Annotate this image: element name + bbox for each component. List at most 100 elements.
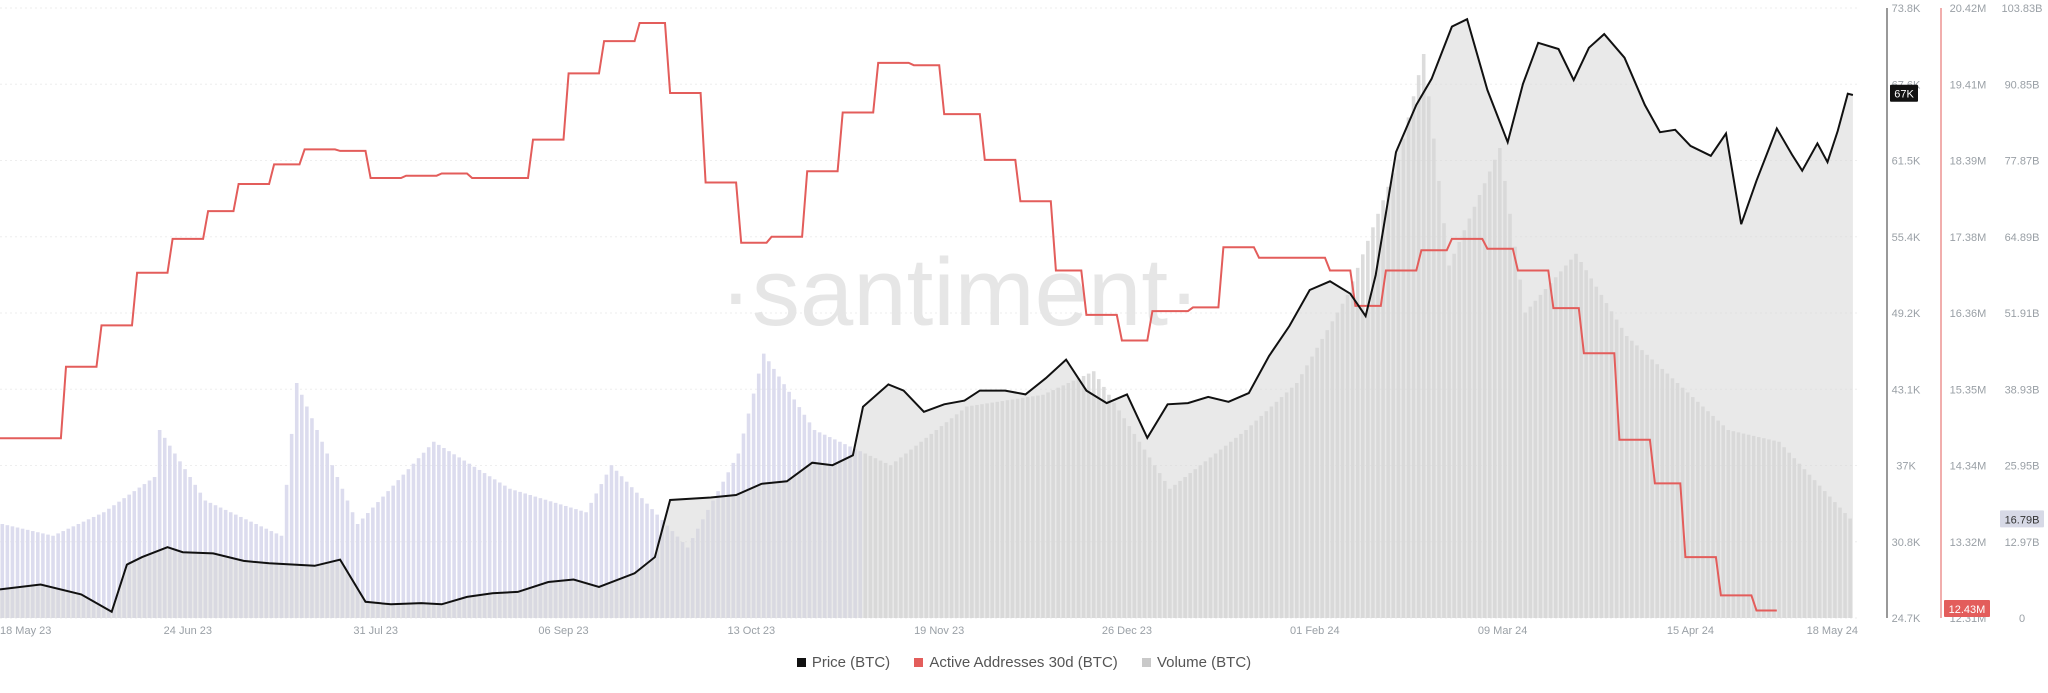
volume-bar <box>411 463 416 618</box>
volume-bar <box>442 448 446 618</box>
volume-bar <box>548 501 553 618</box>
volume-bar <box>635 492 639 618</box>
volume-bar <box>61 531 65 618</box>
volume-bar <box>604 474 609 618</box>
volume-bar <box>320 441 324 618</box>
volume-bar <box>41 533 45 618</box>
x-tick-label: 18 May 23 <box>0 625 51 637</box>
volume-bar <box>391 485 395 618</box>
volume-bar <box>553 502 558 618</box>
legend-swatch-active-addresses <box>914 658 924 667</box>
legend-item-price[interactable]: Price (BTC) <box>796 654 891 671</box>
volume-bar <box>345 500 350 618</box>
volume-bar <box>0 524 5 618</box>
price-tick-label: 43.1K <box>1892 384 1921 396</box>
volume-bar <box>137 487 142 618</box>
price-line <box>0 17 1854 614</box>
x-tick-label: 15 Apr 24 <box>1667 625 1714 637</box>
volume-bar <box>66 528 71 618</box>
active-tick-label: 14.34M <box>1950 461 1987 473</box>
price-badge: 67K <box>1894 89 1914 101</box>
volume-bar <box>584 512 588 618</box>
legend-swatch-price <box>796 658 806 667</box>
volume-bar <box>315 430 319 618</box>
volume-bar <box>117 501 121 618</box>
x-tick-label: 26 Dec 23 <box>1102 625 1152 637</box>
value-badges: 67K 12.43M 16.79B <box>1890 84 2044 617</box>
volume-bar <box>81 521 86 618</box>
price-tick-label: 24.7K <box>1892 613 1921 625</box>
volume-bar <box>462 460 467 618</box>
volume-bar <box>614 470 619 618</box>
volume-bar <box>492 479 497 618</box>
volume-bar <box>5 525 10 618</box>
volume-bar <box>401 474 406 618</box>
volume-bar <box>112 505 116 618</box>
active-tick-label: 13.32M <box>1950 537 1987 549</box>
legend-label-active-addresses: Active Addresses 30d (BTC) <box>929 654 1118 671</box>
legend-label-price: Price (BTC) <box>811 654 891 671</box>
active-tick-label: 16.36M <box>1950 308 1987 320</box>
volume-bar <box>178 461 182 618</box>
volume-tick-label: 0 <box>2019 613 2025 625</box>
volume-tick-label: 90.85B <box>2005 79 2040 91</box>
price-tick-label: 55.4K <box>1892 232 1921 244</box>
volume-bar <box>15 527 20 618</box>
volume-bar <box>25 529 30 618</box>
x-tick-label: 19 Nov 23 <box>914 625 964 637</box>
x-tick-label: 09 Mar 24 <box>1478 625 1528 637</box>
volume-tick-label: 25.95B <box>2005 461 2040 473</box>
volume-bar <box>340 488 345 618</box>
volume-bar <box>543 499 548 618</box>
volume-bar <box>335 477 340 618</box>
volume-bar <box>558 504 563 618</box>
volume-bar <box>569 507 573 618</box>
volume-tick-label: 51.91B <box>2005 308 2040 320</box>
active-tick-label: 17.38M <box>1950 232 1987 244</box>
volume-bar <box>619 476 624 618</box>
x-tick-label: 24 Jun 23 <box>164 625 212 637</box>
volume-axis: 103.83B 90.85B 77.87B 64.89B 51.91B 38.93B 25.… <box>2002 3 2043 625</box>
volume-bar <box>477 469 482 618</box>
volume-bar <box>183 469 187 618</box>
volume-tick-label: 64.89B <box>2005 232 2040 244</box>
legend-item-volume[interactable]: Volume (BTC) <box>1141 654 1252 671</box>
price-tick-label: 49.2K <box>1892 308 1921 320</box>
legend-label-volume: Volume (BTC) <box>1156 654 1252 671</box>
x-tick-label: 06 Sep 23 <box>538 625 588 637</box>
x-tick-label: 01 Feb 24 <box>1290 625 1340 637</box>
legend: Price (BTC) Active Addresses 30d (BTC) V… <box>0 654 2048 671</box>
legend-item-active-addresses[interactable]: Active Addresses 30d (BTC) <box>914 654 1118 671</box>
volume-bar <box>416 458 421 618</box>
volume-bar <box>56 533 60 618</box>
volume-bar <box>173 453 177 618</box>
volume-tick-label: 103.83B <box>2002 3 2043 15</box>
volume-bar <box>305 406 309 618</box>
volume-bar <box>594 493 599 618</box>
volume-bar <box>142 484 147 618</box>
x-tick-label: 31 Jul 23 <box>353 625 398 637</box>
volume-bar <box>102 512 106 618</box>
volume-bar <box>46 534 50 618</box>
volume-bar <box>533 496 538 618</box>
volume-bar <box>107 508 111 618</box>
volume-bar <box>579 510 583 618</box>
active-tick-label: 18.39M <box>1950 156 1987 168</box>
volume-bar <box>599 484 604 618</box>
volume-bar <box>482 473 487 618</box>
volume-bar <box>503 485 507 618</box>
volume-bar <box>421 452 426 618</box>
volume-bar <box>96 514 101 618</box>
volume-tick-label: 38.93B <box>2005 384 2040 396</box>
volume-bar <box>289 433 294 618</box>
volume-bar <box>508 488 512 618</box>
volume-bar <box>467 463 472 618</box>
volume-bar <box>330 465 335 618</box>
volume-bar <box>300 394 304 618</box>
volume-bar <box>513 490 517 618</box>
volume-bar <box>294 383 299 618</box>
volume-bar <box>355 524 360 618</box>
active-tick-label: 19.41M <box>1950 79 1987 91</box>
volume-bar <box>432 441 436 618</box>
